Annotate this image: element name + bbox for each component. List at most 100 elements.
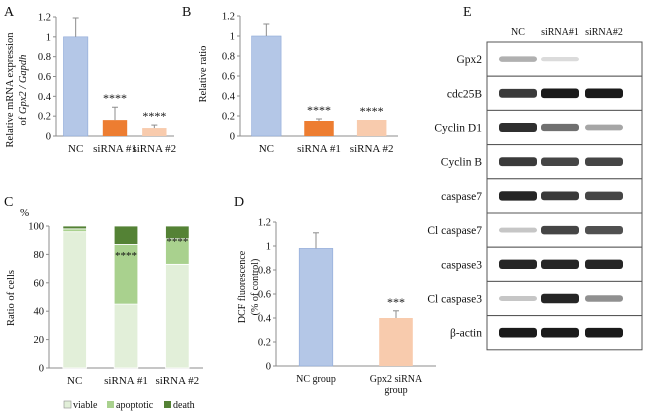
chart-d: DCF fluorescence (% of control) 0 0.2 0.4 0… (237, 218, 436, 396)
blot-band (541, 56, 579, 62)
chart-c-ylabel: Ratio of cells (6, 270, 17, 326)
chart-a-ytick-label: 1.2 (38, 13, 51, 24)
blot-band (499, 88, 537, 98)
chart-d-category-label: Gpx2 siRNA (370, 374, 423, 385)
legend-swatch-death (164, 401, 171, 408)
chart-b-ytick-label: 0.8 (222, 52, 235, 63)
chart-a-bar (63, 36, 89, 137)
chart-c-ytick-label: 20 (34, 335, 45, 346)
chart-c-category-label: siRNA #1 (104, 375, 148, 387)
panel-letter-e: E (463, 5, 472, 20)
chart-b-significance: **** (307, 103, 331, 117)
chart-a-ylabel-line1: Relative mRNA expression (5, 32, 16, 148)
chart-d-ytick-label: 0 (266, 362, 271, 373)
chart-d-ytick-label: 0.6 (258, 290, 271, 301)
blot-band (499, 227, 537, 233)
blot-band (585, 226, 623, 235)
blot-band (585, 157, 623, 166)
chart-c-bar-apoptotic (62, 228, 87, 233)
chart-a-significance: **** (142, 109, 166, 123)
blot-band (585, 124, 623, 131)
chart-a-category-label: NC (68, 143, 83, 155)
panel-letter-d: D (234, 195, 244, 210)
panel-letter-a: A (4, 5, 15, 20)
blot-band (541, 123, 579, 132)
blot-band (499, 122, 537, 133)
chart-b-bar (356, 120, 387, 136)
blot-band (499, 191, 537, 201)
chart-c-unit-label: % (20, 207, 29, 219)
chart-b-category-label: NC (259, 143, 274, 155)
blot-band (541, 293, 579, 304)
chart-d-ytick-label: 1 (266, 242, 271, 253)
chart-b-bar (251, 35, 282, 137)
legend-swatch-apoptotic (107, 401, 114, 408)
chart-b-ytick-label: 0 (230, 132, 235, 143)
blot-band (585, 259, 623, 269)
blot-band (585, 88, 623, 99)
blot-band (499, 327, 537, 338)
blot-protein-label: Cl caspase3 (427, 294, 482, 306)
chart-c-bar-death (165, 225, 190, 240)
chart-b-ytick-label: 1 (230, 32, 235, 43)
chart-d-category-label: NC group (296, 374, 336, 385)
chart-c-significance: **** (166, 236, 188, 248)
blot-protein-label: cdc25B (447, 88, 482, 100)
chart-c-ytick-label: 80 (34, 250, 45, 261)
blot-band (541, 259, 579, 269)
chart-c-category-label: NC (67, 375, 82, 387)
chart-c-ytick-label: 100 (28, 222, 44, 233)
chart-d-ytick-label: 1.2 (258, 218, 271, 229)
chart-c-bar-viable (113, 303, 139, 369)
chart-a-significance: **** (103, 91, 127, 105)
chart-d-ylabel-line2: (% of control) (250, 259, 261, 316)
chart-a-ytick-label: 0.8 (38, 52, 51, 63)
blot-band (585, 191, 623, 201)
lane-label: NC (511, 27, 525, 38)
lane-label: siRNA#2 (585, 27, 623, 38)
chart-b-ylabel: Relative ratio (198, 46, 209, 103)
chart-d-bar (379, 318, 413, 366)
chart-d-ytick-label: 0.2 (258, 338, 271, 349)
chart-d-ytick-label: 0.4 (258, 314, 272, 325)
blot-band (541, 191, 579, 201)
legend-label-viable: viable (73, 400, 98, 411)
blot-band (541, 225, 579, 235)
chart-c-ytick-label: 60 (34, 278, 45, 289)
chart-a-ytick-label: 0 (46, 132, 51, 143)
chart-b-bar (304, 121, 334, 136)
chart-d-ylabel-line1: DCF fluorescence (237, 250, 248, 323)
chart-b-ytick-label: 0.6 (222, 72, 235, 83)
blot-band (499, 157, 537, 167)
panel-letter-b: B (182, 5, 191, 20)
chart-a-ytick-label: 1 (46, 32, 51, 43)
western-blot: NC siRNA#1 siRNA#2 Gpx2 cdc25B Cyclin D1 Cycli… (427, 27, 643, 351)
panel-letter-c: C (4, 195, 13, 210)
chart-b-ytick-label: 1.2 (222, 12, 235, 23)
blot-protein-label: Cl caspase7 (427, 225, 482, 237)
blot-protein-label: Cyclin B (441, 157, 483, 169)
legend-label-death: death (173, 400, 195, 411)
chart-d-ytick-label: 0.8 (258, 266, 271, 277)
chart-c-ytick-label: 40 (34, 307, 45, 318)
chart-d-bar (298, 248, 334, 367)
blot-band (541, 88, 579, 99)
blot-protein-label: Cyclin D1 (434, 123, 482, 135)
blot-band (499, 56, 537, 62)
chart-b-ytick-label: 0.4 (222, 92, 236, 103)
chart-a: Relative mRNA expression of Gpx2 / Gapdh… (5, 13, 176, 156)
chart-c: % Ratio of cells viable apoptotic death … (6, 207, 203, 411)
legend-swatch-viable (63, 400, 72, 409)
blot-band (499, 259, 537, 269)
chart-a-ytick-label: 0.6 (38, 72, 51, 83)
blot-protein-label: Gpx2 (456, 54, 482, 66)
chart-a-category-label: siRNA #1 (93, 143, 137, 155)
blot-protein-label: caspase3 (441, 259, 482, 271)
chart-a-ytick-label: 0.4 (38, 92, 52, 103)
chart-c-bar-viable (62, 231, 87, 369)
chart-c-bar-death (113, 225, 139, 245)
chart-c-category-label: siRNA #2 (155, 375, 199, 387)
chart-a-ylabel-line2: of Gpx2 / Gapdh (18, 55, 29, 126)
blot-band (585, 295, 623, 302)
